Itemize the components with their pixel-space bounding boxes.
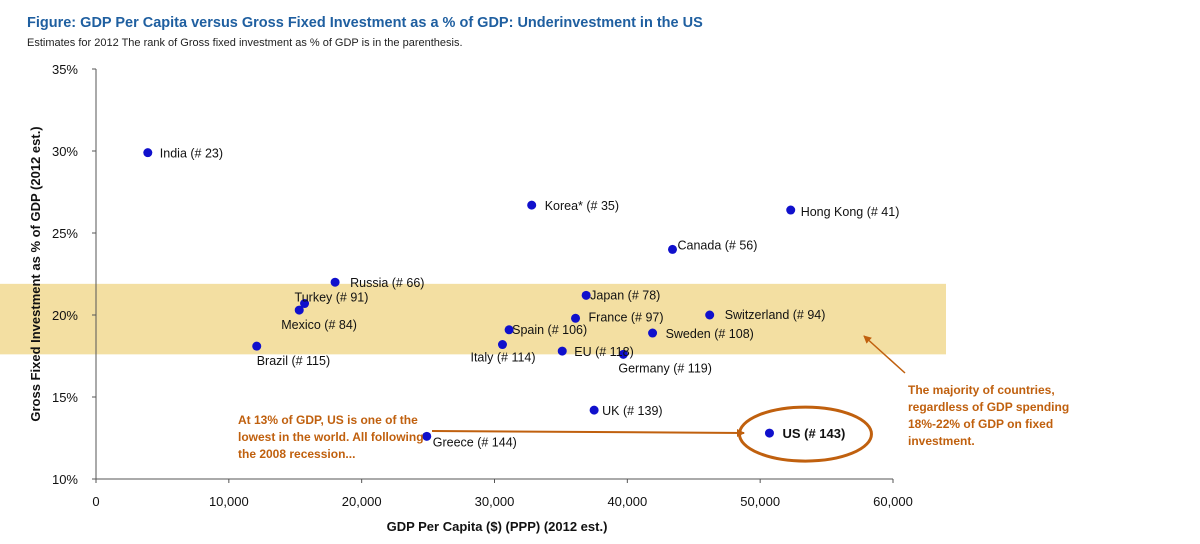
x-tick-label: 40,000 <box>607 494 647 509</box>
data-points <box>143 148 796 441</box>
y-axis-label: Gross Fixed Investment as % of GDP (2012… <box>28 126 43 421</box>
data-label-mexico: Mexico (# 84) <box>281 318 357 332</box>
data-label-germany: Germany (# 119) <box>618 361 712 375</box>
highlight-band <box>0 283 946 355</box>
data-label-eu: EU (# 118) <box>574 345 634 359</box>
data-point-eu <box>557 346 567 356</box>
figure-title: Figure: GDP Per Capita versus Gross Fixe… <box>27 15 703 31</box>
data-label-sweden: Sweden (# 108) <box>666 327 754 341</box>
band-annotation-arrow <box>863 335 906 374</box>
data-point-hong-kong <box>786 205 796 215</box>
x-tick-label: 0 <box>92 494 99 509</box>
data-label-us: US (# 143) <box>782 426 845 441</box>
x-tick-label: 20,000 <box>342 494 382 509</box>
us-annotation: At 13% of GDP, US is one of the lowest i… <box>238 413 424 461</box>
data-label-hong-kong: Hong Kong (# 41) <box>801 205 900 219</box>
data-point-italy <box>497 340 507 350</box>
data-label-spain: Spain (# 106) <box>512 323 587 337</box>
data-point-spain <box>504 325 514 335</box>
data-point-sweden <box>648 328 658 338</box>
data-label-italy: Italy (# 114) <box>470 351 535 365</box>
annotation-arrows <box>431 335 906 437</box>
data-point-india <box>143 148 153 158</box>
data-label-turkey: Turkey (# 91) <box>295 291 369 305</box>
data-label-japan: Japan (# 78) <box>590 288 660 302</box>
data-point-japan <box>581 290 591 300</box>
data-point-us <box>764 428 774 438</box>
data-point-uk <box>589 405 599 415</box>
y-tick-label: 30% <box>52 144 78 159</box>
majority-annotation: The majority of countries, regardless of… <box>908 383 1070 448</box>
data-label-korea: Korea* (# 35) <box>545 199 619 213</box>
data-label-canada: Canada (# 56) <box>677 238 757 252</box>
y-tick-label: 35% <box>52 62 78 77</box>
x-tick-label: 60,000 <box>873 494 913 509</box>
us-annotation-arrow <box>431 428 745 437</box>
y-tick-label: 25% <box>52 226 78 241</box>
data-label-uk: UK (# 139) <box>602 404 662 418</box>
data-label-brazil: Brazil (# 115) <box>257 354 330 368</box>
us-highlight-ellipse <box>737 405 873 463</box>
data-point-russia <box>330 277 340 287</box>
data-label-russia: Russia (# 66) <box>350 276 424 290</box>
data-point-greece <box>422 431 432 441</box>
data-point-canada <box>667 244 677 254</box>
x-tick-label: 50,000 <box>740 494 780 509</box>
y-tick-label: 20% <box>52 308 78 323</box>
y-ticks: 10% 15% 20% 25% 30% 35% <box>52 62 96 487</box>
data-point-brazil <box>252 341 262 351</box>
data-point-germany <box>618 349 628 359</box>
data-point-france <box>571 313 581 323</box>
data-point-mexico <box>294 305 304 315</box>
data-point-korea <box>527 200 537 210</box>
figure-subtitle: Estimates for 2012 The rank of Gross fix… <box>27 37 463 49</box>
y-tick-label: 10% <box>52 472 78 487</box>
data-label-greece: Greece (# 144) <box>433 435 517 449</box>
y-tick-label: 15% <box>52 390 78 405</box>
data-labels: India (# 23) Korea* (# 35) Hong Kong (# 41… <box>160 147 900 450</box>
data-label-switzerland: Switzerland (# 94) <box>725 308 826 322</box>
data-label-france: France (# 97) <box>589 310 664 324</box>
data-point-turkey <box>300 299 310 309</box>
x-ticks: 0 10,000 20,000 30,000 40,000 50,000 60,000 <box>92 479 913 509</box>
data-point-switzerland <box>705 310 715 320</box>
axes <box>95 69 893 480</box>
data-label-india: India (# 23) <box>160 147 223 161</box>
x-tick-label: 30,000 <box>475 494 515 509</box>
x-axis-label: GDP Per Capita ($) (PPP) (2012 est.) <box>387 519 608 534</box>
x-tick-label: 10,000 <box>209 494 249 509</box>
